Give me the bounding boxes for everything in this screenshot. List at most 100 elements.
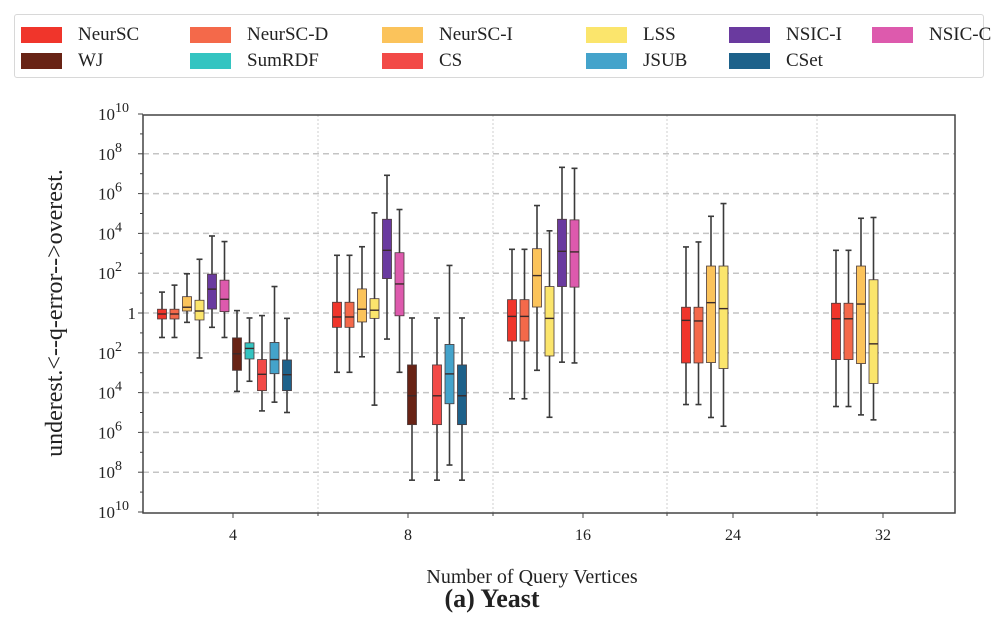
x-tick-label: 32 — [875, 527, 891, 544]
y-axis-title: underest.<--q-error-->overest. — [42, 169, 68, 457]
box-24-lss — [718, 202, 729, 428]
legend-item-cset: CSet — [729, 50, 823, 72]
legend-swatch — [872, 27, 913, 43]
legend-swatch — [382, 53, 423, 69]
box-iqr — [369, 298, 380, 319]
legend-item-neursc: NeurSC — [21, 24, 139, 46]
box-iqr — [681, 306, 691, 364]
box-8-neursc-d — [344, 254, 355, 374]
legend-label: JSUB — [643, 50, 688, 71]
box-iqr — [382, 218, 392, 279]
box-4-wj — [232, 309, 242, 393]
box-16-neursc-d — [519, 248, 530, 400]
y-tick-label: 102 — [98, 340, 122, 363]
x-axis-title: Number of Query Vertices — [426, 566, 637, 588]
box-iqr — [207, 273, 217, 310]
x-tick-label: 4 — [229, 527, 237, 544]
legend-item-lss: LSS — [586, 24, 676, 46]
box-iqr — [432, 364, 442, 426]
box-8-nsic-c — [394, 208, 405, 374]
box-4-neursc-d — [169, 284, 180, 339]
box-iqr — [532, 248, 542, 308]
box-iqr — [257, 359, 267, 392]
box-32-neursc — [831, 249, 841, 408]
legend-item-neursc-d: NeurSC-D — [190, 24, 328, 46]
legend-item-wj: WJ — [21, 50, 103, 72]
legend-label: CSet — [786, 50, 823, 71]
box-4-lss — [194, 258, 205, 359]
y-tick-label: 106 — [98, 181, 122, 204]
box-iqr — [706, 265, 716, 363]
box-8-cs — [432, 317, 442, 481]
box-iqr — [457, 364, 467, 426]
legend-swatch — [586, 53, 627, 69]
box-4-nsic-c — [219, 240, 230, 339]
x-tick-label: 16 — [575, 527, 591, 544]
legend-swatch — [21, 53, 62, 69]
box-iqr — [344, 301, 355, 328]
box-iqr — [182, 296, 192, 312]
box-4-cs — [257, 314, 267, 412]
legend-label: NeurSC — [78, 24, 140, 45]
box-iqr — [557, 218, 567, 287]
box-8-lss — [369, 212, 380, 406]
legend-label: WJ — [78, 50, 104, 71]
y-tick-label: 1010 — [98, 499, 129, 522]
legend-item-sumrdf: SumRDF — [190, 50, 319, 72]
box-16-lss — [544, 230, 555, 419]
box-4-sumrdf — [244, 317, 255, 383]
box-iqr — [244, 342, 255, 360]
legend-item-nsic-c: NSIC-C — [872, 24, 991, 46]
box-iqr — [357, 288, 367, 323]
legend-swatch — [729, 27, 770, 43]
legend-swatch — [190, 27, 231, 43]
legend-swatch — [382, 27, 423, 43]
box-iqr — [194, 299, 205, 321]
box-iqr — [544, 286, 555, 357]
box-8-cset — [457, 317, 467, 481]
box-iqr — [407, 364, 417, 426]
y-tick-label: 1 — [128, 304, 137, 323]
box-16-neursc — [507, 248, 517, 400]
legend-label: LSS — [643, 24, 676, 45]
box-iqr — [219, 279, 230, 313]
box-16-neursc-i — [532, 204, 542, 372]
box-iqr — [569, 219, 580, 288]
box-32-lss — [868, 216, 879, 421]
box-8-neursc — [332, 254, 342, 374]
legend-item-jsub: JSUB — [586, 50, 687, 72]
box-8-wj — [407, 317, 417, 481]
y-tick-label: 108 — [98, 141, 122, 164]
legend-label: NSIC-I — [786, 24, 842, 45]
box-24-neursc-d — [693, 241, 704, 406]
box-24-neursc — [681, 246, 691, 406]
box-iqr — [332, 301, 342, 328]
box-iqr — [868, 279, 879, 384]
box-4-nsic-i — [207, 235, 217, 329]
legend-swatch — [190, 53, 231, 69]
y-tick-label: 102 — [98, 260, 122, 283]
box-iqr — [693, 306, 704, 364]
box-iqr — [519, 299, 530, 342]
legend-label: CS — [439, 50, 463, 71]
box-iqr — [843, 302, 854, 360]
y-tick-label: 1010 — [98, 101, 129, 124]
box-8-neursc-i — [357, 245, 367, 358]
box-4-cset — [282, 317, 292, 414]
legend-label: NSIC-C — [929, 24, 992, 45]
box-16-nsic-i — [557, 166, 567, 363]
legend-item-nsic-i: NSIC-I — [729, 24, 842, 46]
legend-swatch — [729, 53, 770, 69]
y-tick-label: 104 — [98, 380, 122, 403]
legend-label: NeurSC-D — [247, 24, 329, 45]
box-8-nsic-i — [382, 174, 392, 340]
box-iqr — [718, 265, 729, 369]
box-16-nsic-c — [569, 167, 580, 364]
x-tick-label: 8 — [404, 527, 412, 544]
y-tick-label: 104 — [98, 220, 122, 243]
legend: NeurSC NeurSC-D NeurSC-I LSS NSIC-I NSIC-C WJ S… — [14, 14, 991, 78]
box-8-jsub — [444, 264, 455, 466]
box-24-neursc-i — [706, 215, 716, 419]
figure-caption: (a) Yeast — [444, 584, 539, 613]
